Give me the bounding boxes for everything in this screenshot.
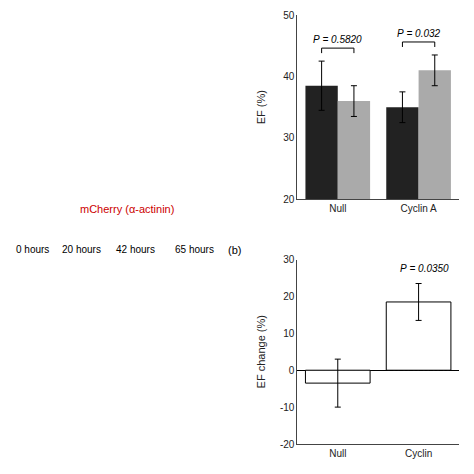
svg-text:Null: Null <box>329 203 346 214</box>
svg-text:Cyclin: Cyclin <box>405 448 432 459</box>
svg-text:-10: -10 <box>280 402 295 413</box>
svg-text:30: 30 <box>283 254 295 265</box>
svg-text:42 hours: 42 hours <box>116 244 155 255</box>
svg-text:10: 10 <box>283 328 295 339</box>
svg-text:50: 50 <box>283 10 295 21</box>
svg-text:EF (%): EF (%) <box>255 90 267 124</box>
svg-text:P = 0.032: P = 0.032 <box>397 28 441 39</box>
svg-text:Null: Null <box>329 448 346 459</box>
svg-text:mCherry (α-actinin): mCherry (α-actinin) <box>80 203 174 215</box>
svg-text:P = 0.0350: P = 0.0350 <box>400 263 449 274</box>
svg-text:0: 0 <box>289 365 295 376</box>
svg-text:Cyclin A: Cyclin A <box>401 203 437 214</box>
svg-text:20: 20 <box>283 194 295 205</box>
svg-text:-20: -20 <box>280 439 295 450</box>
svg-text:30: 30 <box>283 132 295 143</box>
svg-text:20: 20 <box>283 291 295 302</box>
svg-text:65 hours: 65 hours <box>175 244 214 255</box>
svg-text:40: 40 <box>283 71 295 82</box>
svg-text:0 hours: 0 hours <box>16 244 49 255</box>
svg-text:20 hours: 20 hours <box>62 244 101 255</box>
svg-text:EF change (%): EF change (%) <box>255 315 267 388</box>
svg-text:(b): (b) <box>228 244 241 256</box>
svg-text:P = 0.5820: P = 0.5820 <box>313 34 362 45</box>
